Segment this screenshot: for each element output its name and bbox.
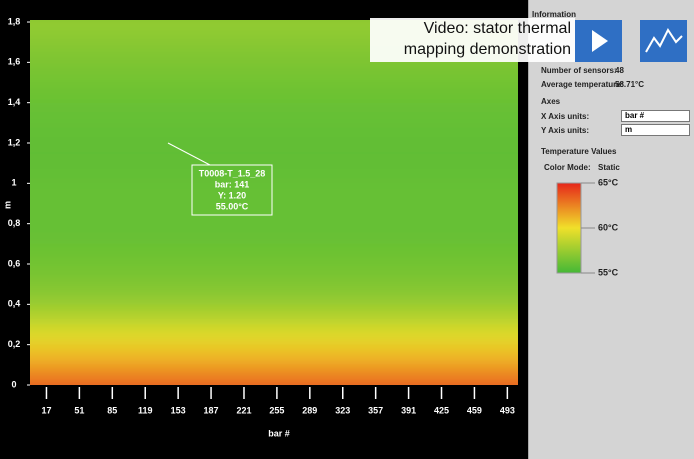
- field-label: Color Mode:: [544, 163, 591, 172]
- x-tick-label: 391: [401, 405, 416, 415]
- tooltip-line: bar: 141: [215, 179, 250, 189]
- x-axis-label: bar #: [268, 428, 290, 438]
- info-panel: Information Number of sensors: 48 Averag…: [528, 0, 694, 459]
- x-tick-label: 459: [467, 405, 482, 415]
- y-axis-label: m: [2, 201, 12, 209]
- tooltip-line: Y: 1.20: [218, 190, 246, 200]
- tooltip-box: [191, 164, 273, 216]
- x-tick-label: 119: [138, 405, 153, 415]
- colorbar-label: 65°C: [598, 177, 619, 187]
- panel-title: Information: [532, 10, 576, 19]
- y-tick-label: 0,4: [8, 299, 21, 309]
- x-tick-label: 221: [236, 405, 251, 415]
- x-tick-label: 85: [107, 405, 117, 415]
- section-title: Temperature Values: [541, 147, 617, 156]
- video-line: Video: stator thermal: [423, 20, 571, 37]
- section-title: Axes: [541, 97, 561, 106]
- chart-button[interactable]: [640, 20, 687, 62]
- field-value: 48: [615, 66, 624, 75]
- colorbar-label: 60°C: [598, 222, 619, 232]
- tooltip-pointer: [167, 142, 211, 166]
- y-tick-label: 0,8: [8, 218, 21, 228]
- x-tick-label: 493: [500, 405, 515, 415]
- x-tick-label: 255: [269, 405, 284, 415]
- y-tick-label: 1,6: [8, 57, 21, 67]
- x-units-select[interactable]: bar #: [621, 110, 690, 122]
- field-label: Number of sensors:: [541, 66, 617, 75]
- video-line: mapping demonstration: [403, 41, 571, 58]
- field-value: Static: [598, 163, 620, 172]
- x-tick-label: 17: [41, 405, 51, 415]
- y-tick-label: 1,8: [8, 16, 21, 26]
- x-tick-label: 289: [302, 405, 317, 415]
- colorbar-label: 55°C: [598, 267, 619, 277]
- tooltip-line: T0008-T_1.5_28: [199, 168, 266, 178]
- x-tick-label: 425: [434, 405, 449, 415]
- field-value: 58.71°C: [615, 80, 644, 89]
- y-tick-label: 1: [11, 178, 16, 188]
- y-tick-label: 1,2: [8, 137, 21, 147]
- video-overlay[interactable]: Video: stator thermal mapping demonstrat…: [370, 18, 575, 62]
- play-button[interactable]: [575, 20, 622, 62]
- chart-icon: [645, 28, 683, 53]
- field-label: Y Axis units:: [541, 126, 590, 135]
- y-tick-label: 0: [11, 379, 16, 389]
- plot: m bar # 0 0,2 0,4 0,6 0,8 1 1,2 1,4 1,6 1,8 17 51 85…: [2, 16, 518, 438]
- colorbar-bar: [556, 182, 582, 274]
- x-tick-label: 357: [368, 405, 383, 415]
- play-icon: [592, 30, 608, 52]
- y-tick-label: 0,6: [8, 258, 21, 268]
- field-label: X Axis units:: [541, 112, 590, 121]
- y-units-select[interactable]: m: [621, 124, 690, 136]
- x-tick-label: 51: [74, 405, 84, 415]
- y-tick-label: 1,4: [8, 97, 21, 107]
- x-tick-label: 153: [171, 405, 186, 415]
- field-label: Average temperature:: [541, 80, 624, 89]
- tooltip-line: 55.00°C: [216, 201, 249, 211]
- colorbar: 65°C 60°C 55°C: [556, 177, 619, 277]
- x-tick-label: 323: [335, 405, 350, 415]
- x-tick-label: 187: [204, 405, 219, 415]
- y-tick-label: 0,2: [8, 339, 21, 349]
